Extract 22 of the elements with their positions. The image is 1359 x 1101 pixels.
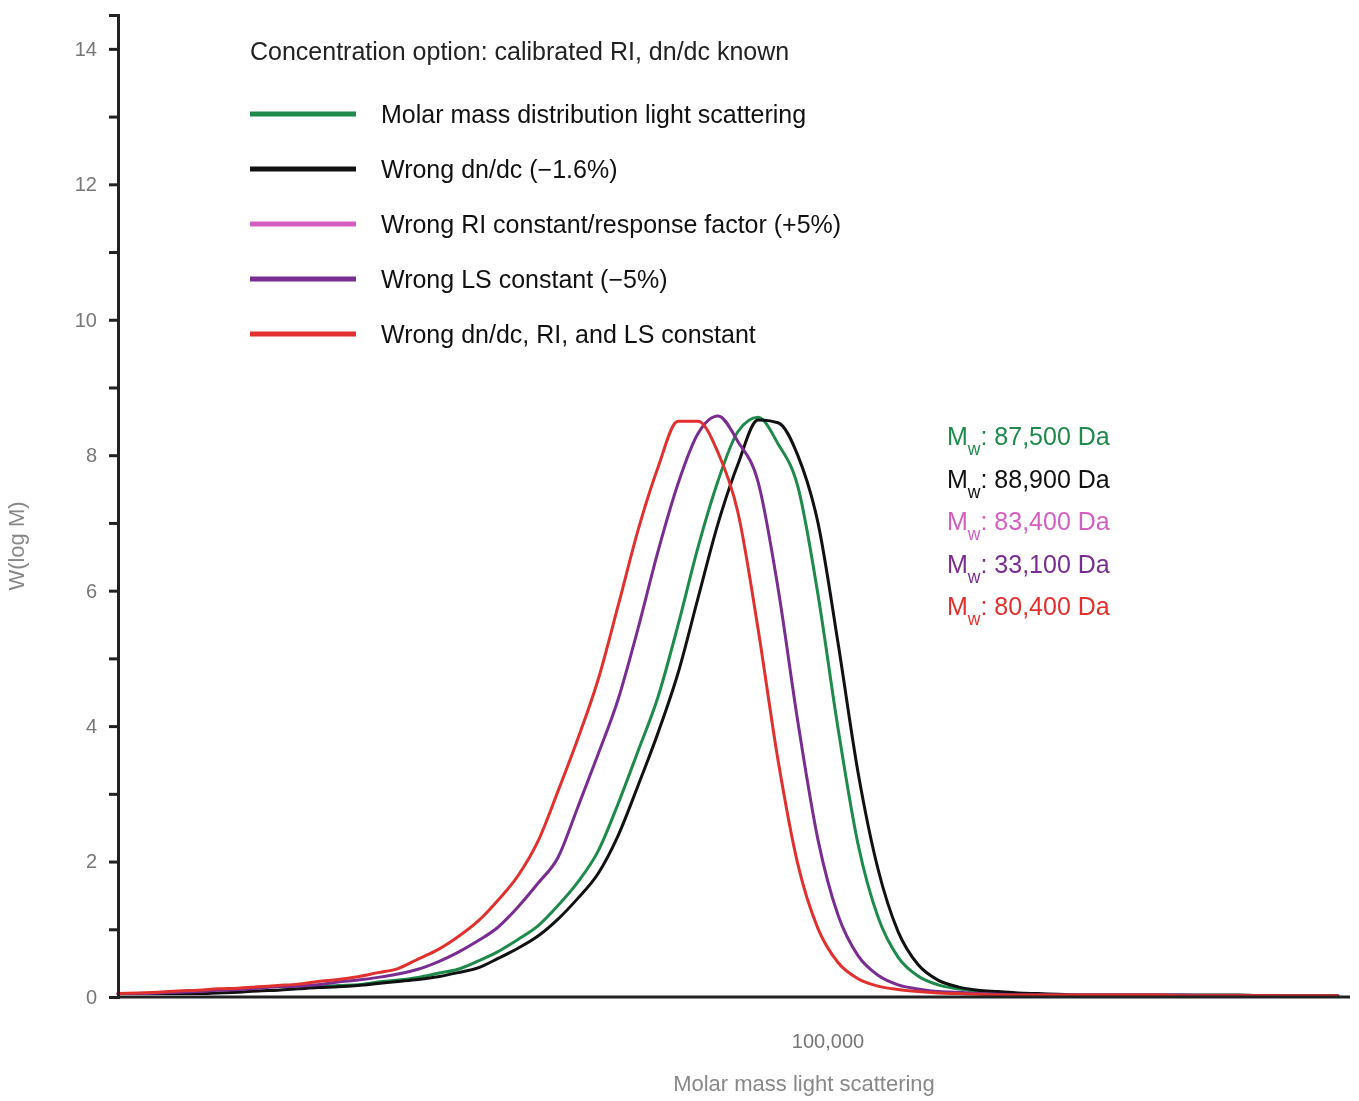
legend-label: Wrong dn/dc, RI, and LS constant (381, 320, 756, 348)
y-tick-label: 2 (85, 850, 97, 873)
legend-label: Molar mass distribution light scattering (381, 100, 807, 128)
text: 100,000 (791, 1030, 865, 1052)
legend-title: Concentration option: calibrated RI, dn/dc known (250, 37, 790, 65)
annotation: M$_{w}$: 88,900 Da (947, 464, 1110, 502)
legend-label: Wrong RI constant/response factor (+5%) (381, 210, 842, 238)
y-tick-label: 10 (74, 308, 97, 331)
y-tick-label: 4 (85, 715, 97, 737)
y-tick-label: 12 (74, 173, 97, 196)
y-tick-label: 14 (74, 37, 97, 60)
y-axis-title: W(log M) (4, 501, 29, 591)
legend-label: Wrong dn/dc (−1.6%) (381, 155, 618, 183)
legend-label: Wrong LS constant (−5%) (381, 265, 668, 293)
x-axis-title: Molar mass light scattering (673, 1071, 935, 1096)
y-tick-label: 6 (85, 579, 97, 602)
annotation: M$_{w}$: 33,100 Da (947, 549, 1110, 587)
annotation: M$_{w}$: 83,400 Da (947, 507, 1110, 544)
annotation: M$_{w}$: 80,400 Da (947, 592, 1110, 629)
y-tick-label: 0 (85, 985, 97, 1008)
annotation: M$_{w}$: 87,500 Da (947, 422, 1110, 459)
y-tick-label: 8 (85, 444, 97, 467)
